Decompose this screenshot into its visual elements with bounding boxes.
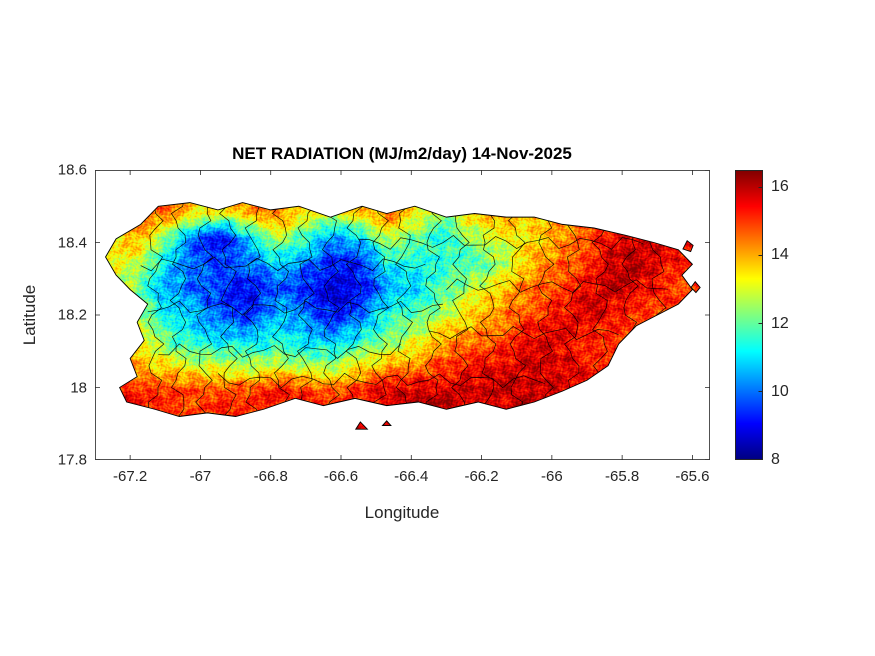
x-tick-label: -66.6 bbox=[323, 468, 359, 485]
x-tick-label: -66.8 bbox=[253, 468, 288, 485]
chart-title: NET RADIATION (MJ/m2/day) 14-Nov-2025 bbox=[232, 144, 572, 163]
y-axis-label: Latitude bbox=[20, 284, 39, 346]
x-tick-label: -65.8 bbox=[605, 468, 640, 485]
colorbar-tick-label: 10 bbox=[771, 382, 789, 400]
colorbar-tick-label: 12 bbox=[771, 314, 789, 332]
y-tick-label: 17.8 bbox=[57, 451, 87, 469]
heatmap-canvas bbox=[95, 170, 710, 460]
colorbar bbox=[735, 170, 763, 460]
y-tick-label: 18.6 bbox=[57, 161, 87, 179]
colorbar-tick-label: 14 bbox=[771, 246, 789, 264]
x-tick-label: -65.6 bbox=[675, 468, 710, 485]
x-tick-label: -66.2 bbox=[464, 468, 499, 485]
x-tick-label: -67 bbox=[189, 468, 212, 485]
colorbar-tick-label: 16 bbox=[771, 178, 789, 196]
x-tick-label: -66 bbox=[541, 468, 563, 485]
x-tick-label: -66.4 bbox=[394, 468, 429, 485]
colorbar-tick-label: 8 bbox=[771, 451, 780, 468]
x-tick-label: -67.2 bbox=[113, 468, 148, 485]
y-tick-label: 18.2 bbox=[57, 306, 87, 324]
y-tick-label: 18 bbox=[70, 379, 87, 396]
x-axis-label: Longitude bbox=[364, 503, 440, 522]
y-tick-label: 18.4 bbox=[57, 234, 87, 251]
